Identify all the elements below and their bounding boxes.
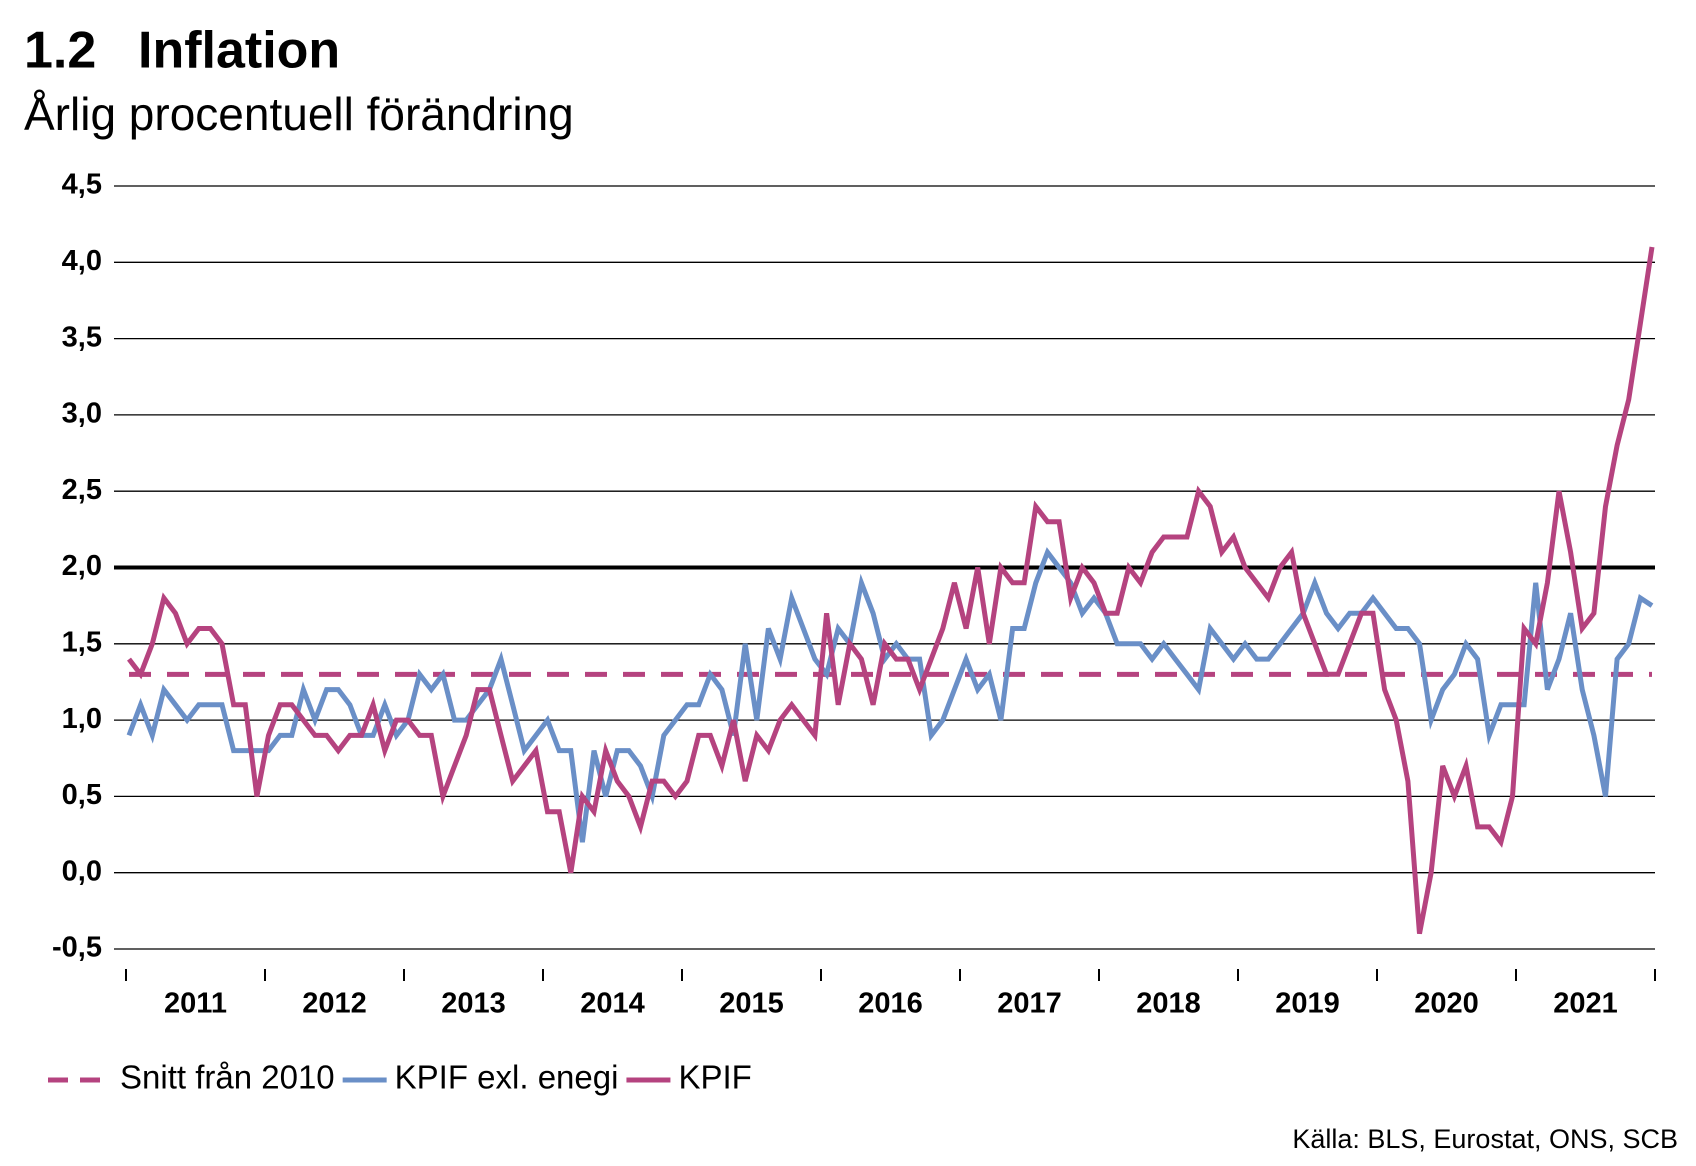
series-line (127, 246, 1655, 935)
y-tick-label: 2,5 (62, 474, 102, 506)
chart-subtitle: Årlig procentuell förändring (24, 88, 574, 140)
x-tick-label: 2020 (1414, 988, 1479, 1020)
y-tick-label: 1,5 (62, 626, 102, 658)
legend-label: KPIF (678, 1059, 751, 1096)
series-line (126, 547, 1654, 843)
x-tick-label: 2016 (858, 988, 923, 1020)
y-tick-label: 1,0 (62, 703, 102, 735)
legend-label: KPIF exl. enegi (395, 1059, 619, 1096)
x-tick-label: 2017 (997, 988, 1062, 1020)
x-tick-label: 2015 (719, 988, 784, 1020)
x-tick-label: 2019 (1275, 988, 1340, 1020)
x-tick-label: 2012 (302, 988, 367, 1020)
y-tick-label: 0,0 (62, 855, 102, 887)
chart-number: 1.2 (24, 22, 96, 80)
source-note: Källa: BLS, Eurostat, ONS, SCB (1292, 1124, 1678, 1154)
y-tick-label: 4,0 (62, 245, 102, 277)
y-tick-label: 3,0 (62, 398, 102, 430)
y-tick-label: -0,5 (52, 932, 102, 964)
x-tick-label: 2021 (1553, 988, 1618, 1020)
y-tick-label: 3,5 (62, 321, 102, 353)
y-tick-label: 2,0 (62, 550, 102, 582)
x-tick-label: 2018 (1136, 988, 1201, 1020)
y-tick-label: 4,5 (62, 169, 102, 201)
chart-title: Inflation (138, 22, 340, 80)
x-tick-label: 2013 (441, 988, 506, 1020)
x-tick-label: 2011 (164, 988, 227, 1020)
y-tick-label: 0,5 (62, 779, 102, 811)
x-tick-label: 2014 (580, 988, 645, 1020)
legend-label: Snitt från 2010 (120, 1059, 335, 1096)
